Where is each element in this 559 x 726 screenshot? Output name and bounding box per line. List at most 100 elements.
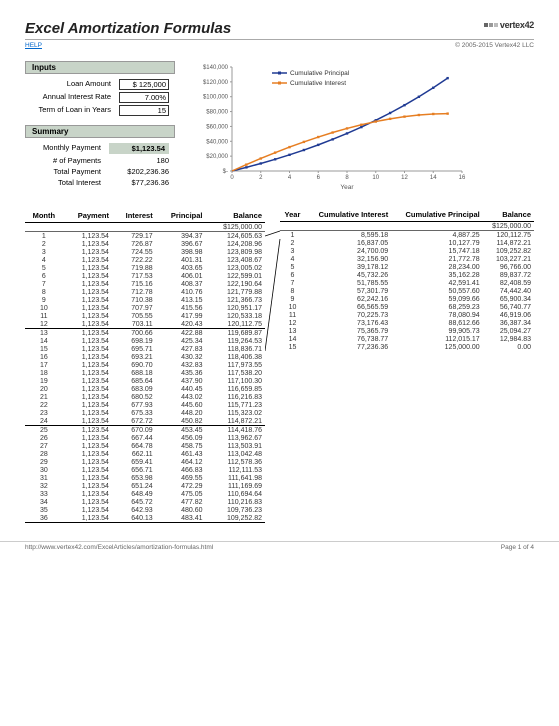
table-row: 539,178.1228,234.0096,766.00 bbox=[280, 263, 534, 271]
svg-text:10: 10 bbox=[372, 175, 379, 181]
term-label: Term of Loan in Years bbox=[31, 105, 119, 116]
table-row: 361,123.54640.13483.41109,252.82 bbox=[25, 514, 265, 523]
table-row: 81,123.54712.78410.76121,779.88 bbox=[25, 288, 265, 296]
monthly-amortization-table: MonthPaymentInterestPrincipalBalance $12… bbox=[25, 209, 265, 523]
start-balance: $125,000.00 bbox=[206, 223, 265, 232]
table-row: 216,837.0510,127.79114,872.21 bbox=[280, 239, 534, 247]
table-row: 201,123.54683.09440.45116,659.85 bbox=[25, 385, 265, 393]
table-row: 51,123.54719.88403.65123,005.02 bbox=[25, 264, 265, 272]
svg-text:8: 8 bbox=[345, 175, 349, 181]
table-row: 1375,365.7999,905.7325,094.27 bbox=[280, 327, 534, 335]
copyright: © 2005-2015 Vertex42 LLC bbox=[455, 42, 534, 49]
help-link[interactable]: HELP bbox=[25, 42, 42, 49]
monthly-payment-label: Monthly Payment bbox=[31, 143, 109, 154]
table-row: 21,123.54726.87396.67124,208.96 bbox=[25, 240, 265, 248]
num-payments-label: # of Payments bbox=[31, 156, 109, 165]
table-row: 231,123.54675.33448.20115,323.02 bbox=[25, 409, 265, 417]
table-row: 857,301.7950,557.6074,442.40 bbox=[280, 287, 534, 295]
table-row: 432,156.9021,772.78103,227.21 bbox=[280, 255, 534, 263]
table-row: 311,123.54653.98469.55111,641.98 bbox=[25, 474, 265, 482]
table-row: 161,123.54693.21430.32118,406.38 bbox=[25, 353, 265, 361]
table-row: 141,123.54698.19425.34119,264.53 bbox=[25, 337, 265, 345]
total-payment-label: Total Payment bbox=[31, 167, 109, 176]
table-row: 41,123.54722.22401.31123,408.67 bbox=[25, 256, 265, 264]
table-row: 101,123.54707.97415.56120,951.17 bbox=[25, 304, 265, 312]
loan-amount-label: Loan Amount bbox=[31, 79, 119, 90]
total-interest-label: Total Interest bbox=[31, 178, 109, 187]
inputs-header: Inputs bbox=[25, 61, 175, 74]
svg-text:4: 4 bbox=[288, 175, 292, 181]
svg-text:$40,000: $40,000 bbox=[206, 139, 228, 145]
table-row: 281,123.54662.11461.43113,042.48 bbox=[25, 450, 265, 458]
table-row: 91,123.54710.38413.15121,366.73 bbox=[25, 296, 265, 304]
col-header: Payment bbox=[63, 209, 112, 223]
table-row: 301,123.54656.71466.83112,111.53 bbox=[25, 466, 265, 474]
table-row: 131,123.54700.66422.88119,689.87 bbox=[25, 329, 265, 338]
svg-text:12: 12 bbox=[401, 175, 408, 181]
logo-squares-icon bbox=[484, 23, 498, 27]
svg-text:$140,000: $140,000 bbox=[203, 65, 229, 71]
monthly-payment-value: $1,123.54 bbox=[109, 143, 169, 154]
table-row: 71,123.54715.16408.37122,190.64 bbox=[25, 280, 265, 288]
rate-label: Annual Interest Rate bbox=[31, 92, 119, 103]
legend-label: Cumulative Principal bbox=[290, 70, 350, 77]
table-row: 261,123.54667.44456.09113,962.67 bbox=[25, 434, 265, 442]
col-header: Balance bbox=[206, 209, 265, 223]
table-row: 251,123.54670.09453.45114,418.76 bbox=[25, 426, 265, 435]
svg-text:$-: $- bbox=[223, 169, 228, 175]
col-header: Balance bbox=[483, 209, 534, 222]
col-header: Cumulative Principal bbox=[391, 209, 483, 222]
loan-amount-value[interactable]: $ 125,000 bbox=[119, 79, 169, 90]
footer-url: http://www.vertex42.com/ExcelArticles/am… bbox=[25, 544, 213, 551]
table-row: 291,123.54659.41464.12112,578.36 bbox=[25, 458, 265, 466]
table-row: 181,123.54688.18435.36117,538.20 bbox=[25, 369, 265, 377]
legend-label: Cumulative Interest bbox=[290, 80, 346, 87]
table-row: 351,123.54642.93480.60109,736.23 bbox=[25, 506, 265, 514]
summary-header: Summary bbox=[25, 125, 175, 138]
table-row: 191,123.54685.64437.90117,100.30 bbox=[25, 377, 265, 385]
page-title: Excel Amortization Formulas bbox=[25, 20, 231, 37]
table-row: 151,123.54695.71427.83118,836.71 bbox=[25, 345, 265, 353]
table-row: 1577,236.36125,000.000.00 bbox=[280, 343, 534, 351]
svg-text:0: 0 bbox=[230, 175, 234, 181]
table-row: 211,123.54680.52443.02116,216.83 bbox=[25, 393, 265, 401]
table-row: 321,123.54651.24472.29111,169.69 bbox=[25, 482, 265, 490]
table-row: 1476,738.77112,015.1712,984.83 bbox=[280, 335, 534, 343]
svg-text:$100,000: $100,000 bbox=[203, 95, 229, 101]
svg-text:$120,000: $120,000 bbox=[203, 80, 229, 86]
total-payment-value: $202,236.36 bbox=[109, 167, 169, 176]
table-row: 121,123.54703.11420.43120,112.75 bbox=[25, 320, 265, 329]
footer-page: Page 1 of 4 bbox=[501, 544, 534, 551]
col-header: Interest bbox=[112, 209, 156, 223]
rate-value[interactable]: 7.00% bbox=[119, 92, 169, 103]
table-row: 341,123.54645.72477.82110,216.83 bbox=[25, 498, 265, 506]
start-balance: $125,000.00 bbox=[483, 222, 534, 231]
term-value[interactable]: 15 bbox=[119, 105, 169, 116]
table-row: 1066,565.5968,259.2356,740.77 bbox=[280, 303, 534, 311]
total-interest-value: $77,236.36 bbox=[109, 178, 169, 187]
table-row: 111,123.54705.55417.99120,533.18 bbox=[25, 312, 265, 320]
col-header: Year bbox=[280, 209, 305, 222]
table-row: 1273,176.4388,612.6636,387.34 bbox=[280, 319, 534, 327]
table-row: 962,242.1659,099.6665,900.34 bbox=[280, 295, 534, 303]
cumulative-chart: $- $20,000 $40,000 $60,000 $80,000 $100,000 $1… bbox=[190, 61, 470, 191]
table-row: 171,123.54690.70432.83117,973.55 bbox=[25, 361, 265, 369]
logo: vertex42 bbox=[484, 20, 534, 30]
svg-text:$20,000: $20,000 bbox=[206, 154, 228, 160]
svg-text:16: 16 bbox=[459, 175, 466, 181]
table-row: 1170,225.7378,080.9446,919.06 bbox=[280, 311, 534, 319]
svg-text:$80,000: $80,000 bbox=[206, 110, 228, 116]
svg-text:2: 2 bbox=[259, 175, 263, 181]
table-row: 221,123.54677.93445.60115,771.23 bbox=[25, 401, 265, 409]
table-row: 18,595.184,887.25120,112.75 bbox=[280, 231, 534, 240]
svg-text:Year: Year bbox=[340, 184, 354, 191]
logo-text: vertex42 bbox=[500, 20, 534, 30]
svg-text:14: 14 bbox=[430, 175, 437, 181]
col-header: Principal bbox=[156, 209, 206, 223]
col-header: Month bbox=[25, 209, 63, 223]
table-row: 11,123.54729.17394.37124,605.63 bbox=[25, 232, 265, 241]
svg-text:$60,000: $60,000 bbox=[206, 124, 228, 130]
table-row: 31,123.54724.55398.98123,809.98 bbox=[25, 248, 265, 256]
svg-text:6: 6 bbox=[317, 175, 321, 181]
table-row: 751,785.5542,591.4182,408.59 bbox=[280, 279, 534, 287]
